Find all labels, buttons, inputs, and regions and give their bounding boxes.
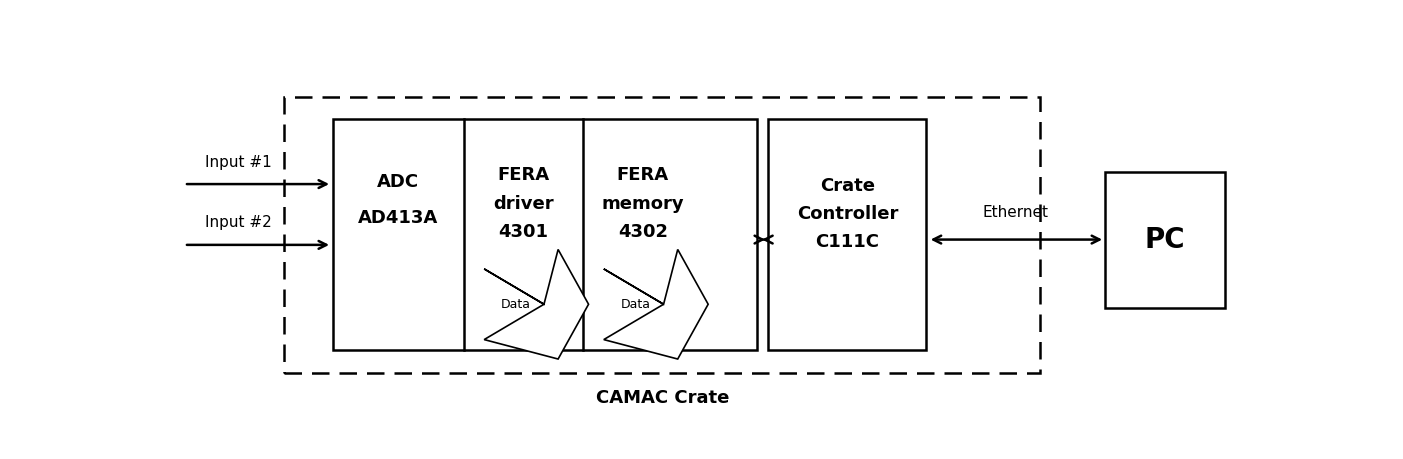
Text: Ethernet: Ethernet <box>984 205 1049 220</box>
Text: Input #2: Input #2 <box>205 215 272 230</box>
Text: FERA: FERA <box>497 166 550 184</box>
Text: Data: Data <box>620 298 651 311</box>
Text: FERA: FERA <box>617 166 669 184</box>
Text: CAMAC Crate: CAMAC Crate <box>596 389 730 407</box>
Text: Input #1: Input #1 <box>205 156 272 170</box>
Text: memory: memory <box>602 195 685 213</box>
Text: Controller: Controller <box>797 205 898 223</box>
Text: C111C: C111C <box>815 233 880 252</box>
Bar <box>333 119 758 350</box>
Text: Data: Data <box>501 298 530 311</box>
Polygon shape <box>484 249 589 359</box>
Text: Crate: Crate <box>819 177 875 195</box>
Text: 4301: 4301 <box>498 223 549 241</box>
Bar <box>767 119 926 350</box>
Text: AD413A: AD413A <box>358 209 438 227</box>
Polygon shape <box>603 249 709 359</box>
Bar <box>1106 172 1225 308</box>
Text: ADC: ADC <box>377 174 419 191</box>
Bar <box>283 97 1040 373</box>
Text: driver: driver <box>492 195 554 213</box>
Text: PC: PC <box>1145 225 1186 253</box>
Text: 4302: 4302 <box>617 223 668 241</box>
